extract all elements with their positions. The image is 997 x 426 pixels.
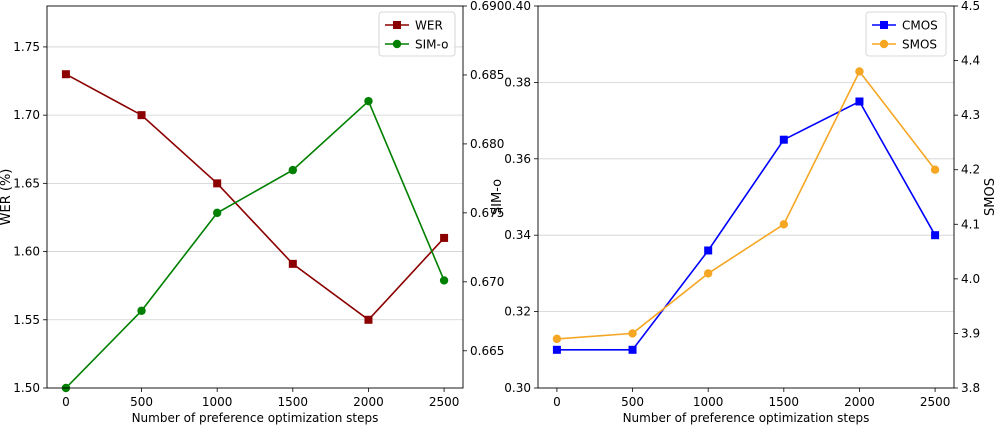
- x-tick-label: 2000: [844, 395, 875, 409]
- plot-frame: [537, 5, 955, 389]
- data-point: [931, 231, 940, 240]
- legend-marker: [879, 39, 889, 49]
- series-line-sim-o: [65, 99, 445, 389]
- x-tick-label: 1500: [278, 395, 309, 409]
- data-point: [364, 315, 373, 324]
- x-tick-label: 1500: [769, 395, 800, 409]
- y-tick-label: 1.70: [13, 108, 40, 122]
- data-point: [855, 97, 864, 106]
- data-point: [704, 246, 713, 255]
- legend: WER SIM-o: [378, 11, 456, 57]
- data-point: [137, 306, 146, 315]
- y2-tick-label: 0.690: [470, 0, 504, 13]
- x-tick-label: 1000: [202, 395, 233, 409]
- data-point: [628, 345, 637, 354]
- y2-tick-label: 3.9: [961, 326, 980, 340]
- y-tick-label: 1.55: [13, 313, 40, 327]
- y2-tick-label: 4.5: [961, 0, 980, 13]
- data-point: [61, 70, 70, 79]
- legend-label: CMOS: [902, 19, 938, 33]
- left-chart: 1.50 1.55 1.60 1.65 1.70 1.75 0.665 0.670 0.675 0…: [0, 0, 504, 425]
- data-point: [552, 334, 562, 344]
- y-tick-label: 0.38: [504, 75, 531, 89]
- y2-tick-label: 0.680: [470, 137, 504, 151]
- y-axis-label: WER (%): [0, 169, 14, 226]
- right-chart: 0.30 0.32 0.34 0.36 0.38 0.40 3.8 3.9 4.0 4.1 4.2 4…: [490, 0, 997, 425]
- x-tick-label: 500: [130, 395, 153, 409]
- x-tick-label: 500: [621, 395, 644, 409]
- data-point: [213, 179, 222, 188]
- x-axis-label: Number of preference optimization steps: [623, 411, 870, 425]
- data-point: [364, 96, 373, 106]
- x-tick-label: 1000: [693, 395, 724, 409]
- data-point: [552, 345, 561, 354]
- x-tick-label: 2000: [353, 395, 384, 409]
- data-point: [288, 259, 297, 268]
- y2-axis-label: SMOS: [983, 178, 997, 216]
- legend-marker: [880, 21, 888, 29]
- data-point: [440, 233, 449, 242]
- y2-tick-label: 0.665: [470, 344, 504, 358]
- y-tick-label: 0.34: [504, 228, 531, 242]
- y2-tick-label: 4.3: [961, 108, 980, 122]
- y-tick-label: 0.32: [504, 305, 531, 319]
- data-point: [855, 67, 864, 76]
- x-axis-label: Number of preference optimization steps: [132, 411, 379, 425]
- data-point: [439, 276, 449, 285]
- y2-tick-label: 0.685: [470, 68, 504, 82]
- y2-tick-label: 4.1: [961, 217, 980, 231]
- data-point: [930, 165, 940, 174]
- legend-marker: [392, 39, 402, 49]
- legend: CMOS SMOS: [865, 11, 947, 57]
- x-tick-label: 2500: [429, 395, 460, 409]
- y2-tick-label: 0.675: [470, 206, 504, 220]
- x-tick-label: 0: [553, 395, 561, 409]
- y-tick-label: 0.40: [504, 0, 531, 13]
- series-line-wer: [65, 73, 445, 321]
- y-tick-label: 1.50: [13, 381, 40, 395]
- data-point: [288, 165, 298, 175]
- x-tick-label: 2500: [920, 395, 951, 409]
- y-tick-label: 0.30: [504, 381, 531, 395]
- legend-label: SMOS: [902, 38, 937, 52]
- series-line-cmos: [556, 100, 936, 351]
- y2-tick-label: 0.670: [470, 275, 504, 289]
- data-point: [703, 269, 713, 278]
- data-point: [779, 135, 788, 144]
- legend-label: WER: [415, 19, 443, 33]
- y2-tick-label: 4.4: [961, 54, 980, 68]
- x-tick-label: 0: [62, 395, 70, 409]
- y-tick-label: 0.36: [504, 152, 531, 166]
- y-tick-label: 1.60: [13, 245, 40, 259]
- legend-label: SIM-o: [415, 38, 448, 52]
- y-tick-label: 1.75: [13, 40, 40, 54]
- y2-tick-label: 4.0: [961, 272, 980, 286]
- series-line-smos: [556, 69, 936, 340]
- y-axis-label: SIM-o: [490, 179, 505, 215]
- data-point: [628, 329, 637, 338]
- data-point: [779, 220, 789, 229]
- data-point: [137, 111, 146, 120]
- y-tick-label: 1.65: [13, 176, 40, 190]
- y2-tick-label: 3.8: [961, 381, 980, 395]
- plot-frame: [46, 5, 464, 389]
- y2-tick-label: 4.2: [961, 163, 980, 177]
- data-point: [212, 208, 222, 218]
- legend-marker: [393, 21, 401, 29]
